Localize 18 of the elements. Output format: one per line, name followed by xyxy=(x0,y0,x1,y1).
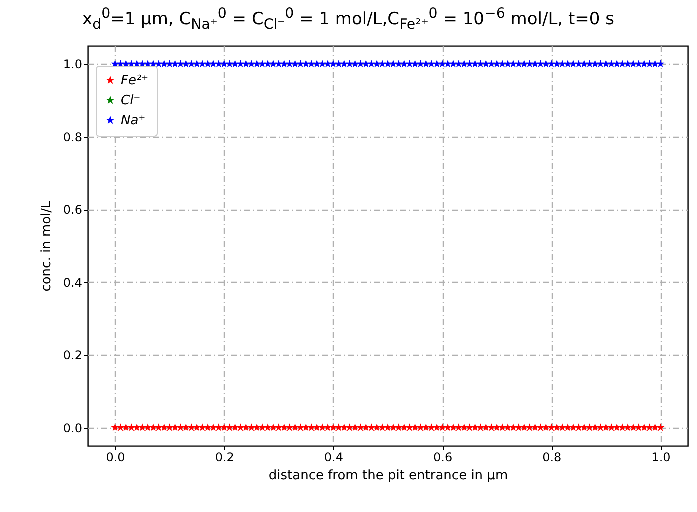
x-axis-title: distance from the pit entrance in µm xyxy=(268,468,508,484)
y-tick-label: 0.2 xyxy=(63,348,82,363)
y-tick-label: 0.0 xyxy=(63,421,82,436)
legend-label: Cl⁻ xyxy=(121,94,141,108)
x-tick-label: 0.6 xyxy=(434,450,453,464)
y-tick-label: 0.6 xyxy=(63,203,82,218)
legend-label: Fe²⁺ xyxy=(121,74,149,88)
y-tick-label: 0.4 xyxy=(63,276,82,290)
x-tick-label: 0.8 xyxy=(542,450,562,464)
x-tick-label: 1.0 xyxy=(652,450,671,464)
y-axis-title: conc. in mol/L xyxy=(39,200,54,292)
x-tick-label: 0.0 xyxy=(106,450,126,464)
y-tick-label: 1.0 xyxy=(63,58,82,72)
x-tick-label: 0.4 xyxy=(324,450,344,464)
chart-title: x$_{d}$$^{0}$=1 µm, C$_{Na⁺}$$^{0}$ = C$_{Cl⁻}$$^{0}$ = 1 mol/L,C$_{Fe²⁺}$$^{0}$ = 10$^{−6}$ mol/L, t=0 s xyxy=(82,6,614,34)
y-tick-label: 0.8 xyxy=(63,130,82,144)
legend-label: Na⁺ xyxy=(121,114,146,128)
x-tick-label: 0.2 xyxy=(215,450,234,464)
